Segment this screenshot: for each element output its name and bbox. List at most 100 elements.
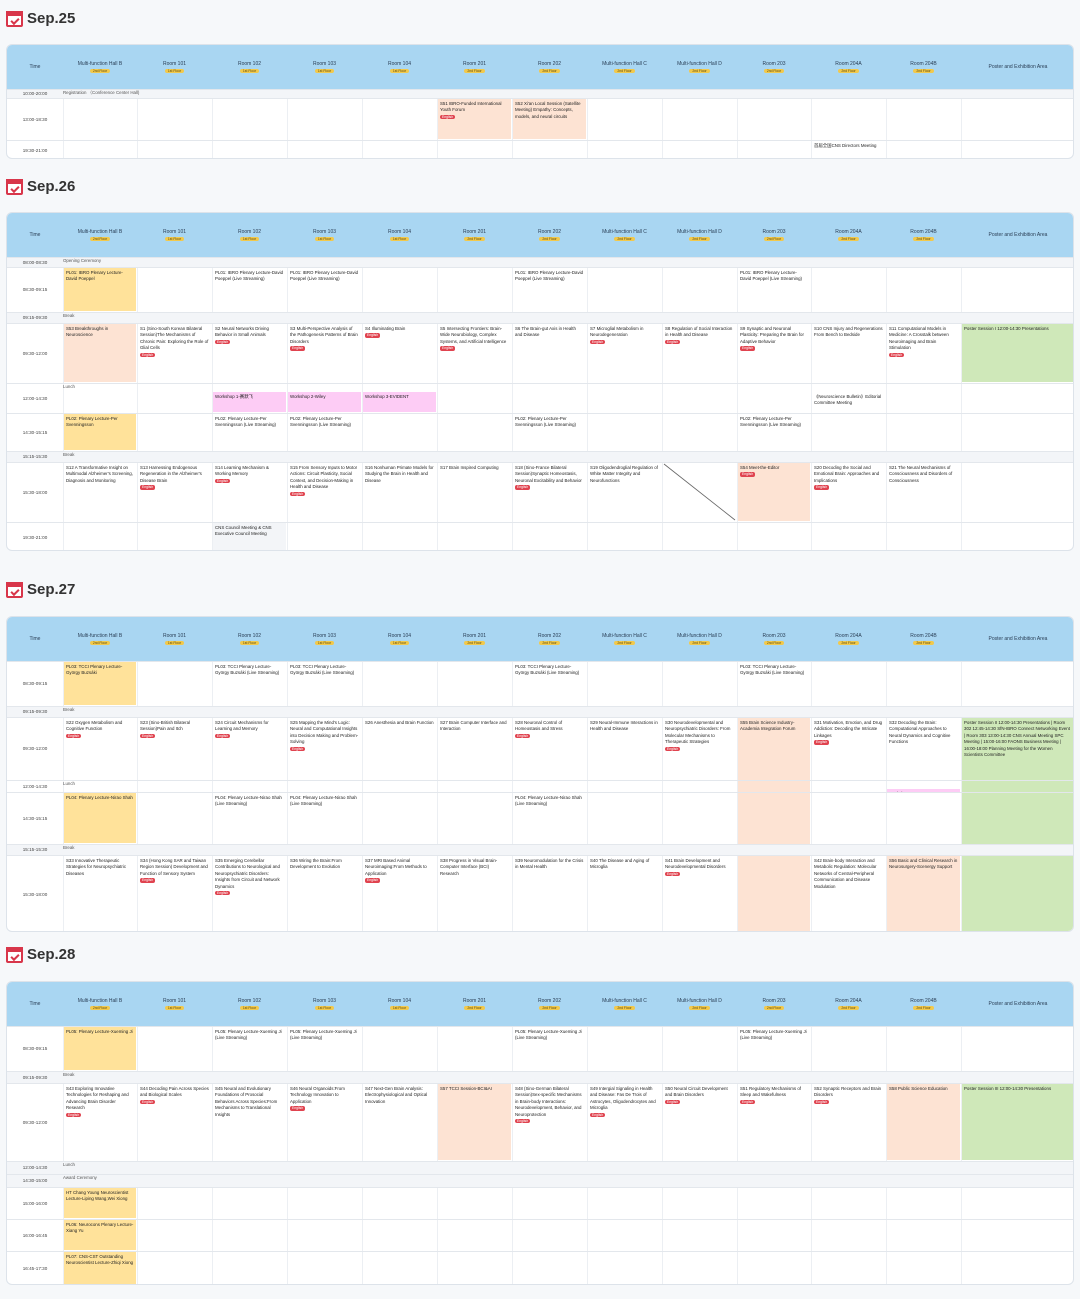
- session-cell[interactable]: S12 A Transformative Insight on Multimod…: [64, 463, 136, 521]
- session-cell[interactable]: PL07: CNS-CST Outstanding Neuroscientist…: [64, 1252, 136, 1284]
- session-cell[interactable]: PL01: IBRO Plenary Lecture-David Poeppel…: [213, 268, 286, 311]
- session-cell[interactable]: S57 TCCI Session-BCI&AI: [438, 1084, 511, 1160]
- session-cell[interactable]: S58 Public Science Education: [887, 1084, 960, 1160]
- session-cell[interactable]: S55 Brain Science Industry-Academia Inte…: [738, 718, 810, 931]
- session-cell[interactable]: PL04: Plenary Lecture-Nirao Shah (Live S…: [213, 793, 286, 843]
- session-cell[interactable]: S34 (Hong Kong SAR and Taiwan Region Ses…: [138, 856, 211, 931]
- session-title: S34 (Hong Kong SAR and Taiwan Region Ses…: [140, 858, 208, 876]
- session-cell[interactable]: S18 (Sino-France Bilateral Session)Synap…: [513, 463, 586, 521]
- session-cell[interactable]: PL03: TCCI Plenary Lecture-György Buzsák…: [738, 662, 810, 705]
- session-cell[interactable]: S52 Synaptic Receptors and Brain Disorde…: [812, 1084, 885, 1160]
- session-cell[interactable]: S38 Progress in Visual Brain-Computer In…: [438, 856, 511, 931]
- session-cell[interactable]: 首届全国CNS Directors Meeting: [812, 141, 885, 158]
- session-cell[interactable]: S44 Decoding Pain Across Species and Bio…: [138, 1084, 211, 1160]
- session-cell[interactable]: PL05: Plenary Lecture-Xueming Ji (Live S…: [213, 1027, 286, 1070]
- session-cell[interactable]: S51 IBRO-Funded International Youth Foru…: [438, 99, 511, 139]
- session-cell[interactable]: S21 The Neural Mechanisms of Consciousne…: [887, 463, 960, 521]
- session-cell[interactable]: S24 Circuit Mechanisms for Learning and …: [213, 718, 286, 779]
- session-cell[interactable]: PL05: Plenary Lecture-Xueming Ji (Live S…: [738, 1027, 810, 1070]
- column-header: Room 203 2nd Floor: [737, 982, 811, 1026]
- session-cell[interactable]: PL01: IBRO Plenary Lecture-David Poeppel: [64, 268, 136, 311]
- session-cell[interactable]: PL01: IBRO Plenary Lecture-David Poeppel…: [738, 268, 810, 311]
- session-cell[interactable]: PL04: Plenary Lecture-Nirao Shah (Live S…: [288, 793, 361, 843]
- session-cell[interactable]: HT Chang Young Neuroscientist Lecture-Li…: [64, 1188, 136, 1218]
- session-cell[interactable]: PL03: TCCI Plenary Lecture-György Buzsák…: [64, 662, 136, 705]
- session-cell[interactable]: Workshop 2-Wiley: [288, 392, 361, 412]
- session-cell[interactable]: PL05: Plenary Lecture-Xueming Ji (Live S…: [288, 1027, 361, 1070]
- session-cell[interactable]: S41 Brain Development and Neurodevelopme…: [663, 856, 736, 931]
- session-cell[interactable]: S1 (Sino-South Korean Bilateral Session)…: [138, 324, 211, 382]
- session-cell[interactable]: PL05: Plenary Lecture-Xueming Ji (Live S…: [513, 1027, 586, 1070]
- session-cell[interactable]: S35 Emerging Cerebellar Contributions to…: [213, 856, 286, 931]
- session-cell[interactable]: S49 Intergial Signaling in Health and Di…: [588, 1084, 661, 1160]
- session-cell[interactable]: S3 Multi-Perspective Analysis of the Pat…: [288, 324, 361, 382]
- session-cell[interactable]: S2 Neural Networks Driving Behavior in S…: [213, 324, 286, 382]
- session-cell[interactable]: S15 From Sensory Inputs to Motor Actions…: [288, 463, 361, 521]
- session-cell[interactable]: S45 Neural and Evolutionary Foundations …: [213, 1084, 286, 1160]
- session-cell[interactable]: Poster Session II 12:00-14:30 Presentati…: [962, 718, 1073, 931]
- session-cell[interactable]: S26 Anesthesia and Brain Function: [363, 718, 436, 779]
- session-cell[interactable]: S39 Neuromodulation for the Crisis in Me…: [513, 856, 586, 931]
- session-cell[interactable]: Poster Session I 12:00-14:30 Presentatio…: [962, 324, 1073, 382]
- session-cell[interactable]: PL04: Plenary Lecture-Nirao Shah (Live S…: [513, 793, 586, 843]
- session-cell[interactable]: S51 Regulatory Mechanisms of Sleep and W…: [738, 1084, 810, 1160]
- session-cell[interactable]: PL03: TCCI Plenary Lecture-György Buzsák…: [213, 662, 286, 705]
- session-cell[interactable]: S14 Learning Mechanism & Working Memory E…: [213, 463, 286, 521]
- session-cell[interactable]: S42 Brain-body Interaction and Metabolic…: [812, 856, 885, 931]
- session-cell[interactable]: Poster Session III 12:00-14:30 Presentat…: [962, 1084, 1073, 1160]
- session-cell[interactable]: S33 Innovative Therapeutic Strategies fo…: [64, 856, 136, 931]
- session-cell[interactable]: S13 Harnessing Endogenous Regeneration i…: [138, 463, 211, 521]
- session-cell[interactable]: S56 Basic and Clinical Research in Neuro…: [887, 856, 960, 931]
- session-cell[interactable]: Workshop 1-赛默飞: [213, 392, 286, 412]
- session-cell[interactable]: PL01: IBRO Plenary Lecture-David Poeppel…: [513, 268, 586, 311]
- session-cell[interactable]: S29 Neural-Immune Interactions in Health…: [588, 718, 661, 779]
- session-cell[interactable]: PL02: Plenary Lecture-Per Svenningsson (…: [213, 414, 286, 450]
- session-cell[interactable]: S11 Computational Models in Medicine: A …: [887, 324, 960, 382]
- session-cell[interactable]: S52 Xi'an Local Session (Satellite Meeti…: [513, 99, 586, 139]
- session-cell[interactable]: PL01: IBRO Plenary Lecture-David Poeppel…: [288, 268, 361, 311]
- session-cell[interactable]: S37 MRI Based Animal Neuroimaging:From M…: [363, 856, 436, 931]
- session-cell[interactable]: S32 Decoding the Brain: Computational Ap…: [887, 718, 960, 779]
- session-cell[interactable]: S47 Next-Gen Brain Analysis: Electrophys…: [363, 1084, 436, 1160]
- session-cell[interactable]: S40 The Disease and Aging of Microglia: [588, 856, 661, 931]
- session-cell[interactable]: S9 Synaptic and Neuronal Plasticity: Pre…: [738, 324, 810, 382]
- session-cell[interactable]: S8 Regulation of Social Interaction in H…: [663, 324, 736, 382]
- session-cell[interactable]: S27 Brain Computer Interface and Interac…: [438, 718, 511, 779]
- session-cell[interactable]: CNS Council Meeting & CNS Executive Coun…: [213, 523, 286, 550]
- session-cell[interactable]: S50 Neural Circuit Development and Brain…: [663, 1084, 736, 1160]
- session-cell[interactable]: PL02: Plenary Lecture-Per Svenningsson (…: [513, 414, 586, 450]
- session-cell[interactable]: S20 Decoding the Social and Emotional Br…: [812, 463, 885, 521]
- session-cell[interactable]: PL05: Plenary Lecture-Xueming Ji: [64, 1027, 136, 1070]
- session-cell[interactable]: S43 Exploring Innovative Technologies fo…: [64, 1084, 136, 1160]
- session-cell[interactable]: S23 (Sino-British Bilateral Session)Pain…: [138, 718, 211, 779]
- session-cell[interactable]: PL04: Plenary Lecture-Nirao Shah: [64, 793, 136, 843]
- session-cell[interactable]: S36 Wiring the Brain:From Development to…: [288, 856, 361, 931]
- session-cell[interactable]: S30 Neurodevelopmental and Neuropsychiat…: [663, 718, 736, 779]
- session-cell[interactable]: Workshop 3-EVIDENT: [363, 392, 436, 412]
- session-cell[interactable]: PL02: Plenary Lecture-Per Svenningsson (…: [288, 414, 361, 450]
- session-cell[interactable]: 《Neuroscience Bulletin》Editorial Committ…: [812, 392, 885, 412]
- session-cell[interactable]: S17 Brain Inspired Computing: [438, 463, 511, 521]
- session-cell[interactable]: S54 Meet-the-Editor English: [738, 463, 810, 521]
- session-cell[interactable]: PL06: Neurocons Plenary Lecture-Xiang Yu: [64, 1220, 136, 1250]
- session-cell[interactable]: PL03: TCCI Plenary Lecture-György Buzsák…: [288, 662, 361, 705]
- session-cell[interactable]: S28 Neuronal Control of Homeostasis and …: [513, 718, 586, 779]
- session-cell[interactable]: S48 (Sino-German Bilateral Session)Sex-s…: [513, 1084, 586, 1160]
- session-cell[interactable]: PL03: TCCI Plenary Lecture-György Buzsák…: [513, 662, 586, 705]
- session-cell[interactable]: PL02: Plenary Lecture-Per Svenningsson: [64, 414, 136, 450]
- session-cell[interactable]: S4 Illuminating Brain English: [363, 324, 436, 382]
- session-cell[interactable]: S16 Nonhuman Primate Models for Studying…: [363, 463, 436, 521]
- session-cell[interactable]: S46 Neural Organoids:From Technology Inn…: [288, 1084, 361, 1160]
- session-cell[interactable]: S22 Oxygen Metabolism and Cognitive Func…: [64, 718, 136, 779]
- session-cell[interactable]: S31 Motivation, Emotion, and Drug Addict…: [812, 718, 885, 779]
- session-cell[interactable]: S10 CNS Injury and Regenerations From Be…: [812, 324, 885, 382]
- session-cell[interactable]: S19 Oligodendroglial Regulation of White…: [588, 463, 661, 521]
- column-divider: [212, 1026, 213, 1284]
- session-cell[interactable]: S7 Microglial Metabolism in Neurodegener…: [588, 324, 661, 382]
- session-cell[interactable]: S6 The Brain-gut Axis in Health and Dise…: [513, 324, 586, 382]
- session-cell[interactable]: S5 Intersecting Frontiers: Brain-Wide Ne…: [438, 324, 511, 382]
- column-name: Poster and Exhibition Area: [988, 636, 1048, 642]
- session-cell[interactable]: S53 Breakthroughs in Neuroscience: [64, 324, 136, 382]
- session-cell[interactable]: S25 Mapping the Mind's Logic: Neural and…: [288, 718, 361, 779]
- session-cell[interactable]: PL02: Plenary Lecture-Per Svenningsson (…: [738, 414, 810, 450]
